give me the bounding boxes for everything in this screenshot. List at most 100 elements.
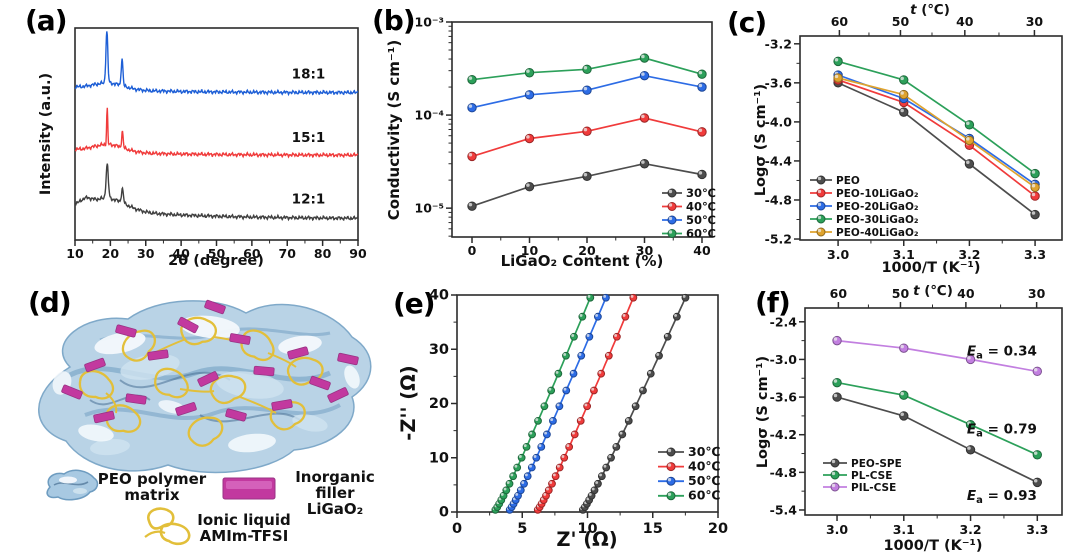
top-tick-label: 60 — [830, 286, 848, 301]
composite-electrolyte-illustration — [38, 299, 372, 546]
y-tick-label: -5.2 — [765, 232, 792, 247]
x-axis: 10 20 30 40 50 60 70 80 90 — [66, 240, 367, 261]
legend: 30℃40℃50℃60℃ — [658, 444, 721, 503]
arrhenius-activation-energy-chart: 3.0 3.1 3.2 3.3 -2.4 -3.0 -3.6 -4.2 -4.8 -5.4 60 50… — [755, 283, 1063, 554]
x-tick-label: 3.1 — [893, 522, 915, 537]
series-60℃ — [491, 293, 595, 514]
top-tick-label: 60 — [831, 14, 849, 29]
ionic-liquid-icon — [144, 507, 191, 546]
series-PEO-SPE — [832, 392, 1043, 488]
top-tick-label: 40 — [957, 286, 975, 301]
ionic-liquid-loop — [180, 316, 217, 346]
y-tick-label: -3.2 — [765, 36, 792, 51]
x-tick-label: 3.0 — [827, 247, 849, 262]
legend-label: PEO-20LiGaO₂ — [836, 201, 919, 213]
x-tick-label: 3.2 — [959, 522, 981, 537]
y-tick-label: 10 — [429, 450, 449, 466]
filler-particle — [253, 365, 275, 377]
filler-particle — [337, 352, 359, 366]
panel-label-d: (d) — [28, 286, 72, 319]
top-tick-label: 40 — [956, 14, 974, 29]
y-tick-label: 10⁻⁴ — [415, 108, 444, 123]
ionic-liquid-strand — [105, 392, 118, 414]
ionic-liquid-loop — [286, 356, 324, 386]
panel-label-e: (e) — [393, 287, 436, 320]
peo-blob-icon — [46, 469, 99, 501]
filler-particle — [327, 387, 349, 403]
x-tick-label: 10 — [521, 243, 539, 258]
x-tick-label: 3.1 — [893, 247, 915, 262]
y-tick-label: -3.0 — [770, 352, 798, 367]
ionic-liquid-loop — [209, 374, 247, 405]
x-tick-label: 40 — [172, 246, 190, 261]
legend-ionic-liquid-line1: Ionic liquid — [197, 511, 291, 529]
inorganic-filler-particles — [61, 299, 359, 424]
x-tick-label: 20 — [708, 521, 728, 537]
y-tick-label: 10⁻⁵ — [415, 201, 444, 216]
x-axis-title: 2θ (degree) — [168, 253, 264, 269]
filler-particle — [204, 299, 226, 315]
x-tick-label: 5 — [517, 521, 527, 537]
legend-label: PEO-10LiGaO₂ — [836, 188, 919, 200]
series-60℃ — [467, 53, 707, 85]
y-tick-label: -4.0 — [765, 114, 793, 129]
x-tick-label: 0 — [468, 243, 477, 258]
xrd-pattern-chart: 10 20 30 40 50 60 70 80 90 2θ (degree) Intensity (… — [38, 27, 367, 269]
y-axis-title: Logσ (S cm⁻¹) — [753, 84, 769, 196]
legend-label: 60℃ — [686, 226, 716, 240]
x-axis: 3.0 3.1 3.2 3.3 — [827, 240, 1046, 262]
activation-energy-annotation: Ea = 0.34 — [967, 343, 1037, 361]
y-axis-title: Logσ (S cm⁻¹) — [755, 356, 771, 468]
legend-peo-matrix-line1: PEO polymer — [97, 470, 207, 488]
y-tick-label: -4.8 — [765, 192, 792, 207]
x-tick-label: 90 — [349, 246, 367, 261]
series-15:1 — [74, 107, 359, 159]
series-label: 18:1 — [292, 67, 326, 83]
filler-particle — [271, 399, 293, 411]
y-tick-label: 10⁻³ — [415, 15, 444, 30]
plot-frame — [799, 35, 1063, 241]
inorganic-filler-icon — [222, 477, 276, 500]
x-tick-label: 40 — [693, 243, 711, 258]
legend-label: 50℃ — [688, 473, 721, 488]
x-tick-label: 3.2 — [958, 247, 980, 262]
x-axis-title: Z' (Ω) — [556, 528, 617, 551]
series-50℃ — [505, 293, 610, 514]
y-tick-label: -3.6 — [770, 390, 798, 405]
legend-label: PIL-CSE — [851, 482, 896, 494]
legend: PEOPEO-10LiGaO₂PEO-20LiGaO₂PEO-30LiGaO₂P… — [810, 175, 919, 239]
legend-label: 30℃ — [688, 444, 721, 459]
top-axis: 60 50 40 30 — [831, 14, 1043, 36]
series-label: 15:1 — [292, 130, 326, 146]
top-tick-label: 50 — [892, 286, 910, 301]
panel-label-f: (f) — [755, 286, 791, 319]
series-PL-CSE — [832, 377, 1043, 460]
nyquist-impedance-chart: 0 5 10 15 20 0 10 20 30 40 Z' (Ω) -Z'' (Ω) 30℃40℃50℃… — [397, 288, 728, 552]
y-axis-title: -Z'' (Ω) — [397, 365, 420, 440]
legend-inorganic-filler-line1: Inorganic filler — [295, 468, 375, 502]
ionic-liquid-loop — [78, 369, 115, 400]
series-label: 12:1 — [292, 192, 326, 208]
legend-label: 50℃ — [686, 213, 716, 227]
legend-peo-matrix-line2: matrix — [124, 486, 180, 504]
ionic-liquid-strand — [179, 388, 215, 393]
y-axis: -3.2 -3.6 -4.0 -4.4 -4.8 -5.2 — [765, 36, 800, 247]
x-tick-label: 30 — [636, 243, 654, 258]
filler-particle — [93, 410, 115, 424]
x-tick-label: 10 — [66, 246, 84, 261]
filler-particle — [225, 408, 247, 422]
series-PEO-30LiGaO₂ — [833, 56, 1040, 179]
x-axis: 0 10 20 30 40 — [468, 237, 711, 258]
legend-label: 40℃ — [686, 199, 716, 213]
filler-particle — [287, 346, 309, 360]
plot-frame — [804, 307, 1063, 516]
ionic-liquid-strand — [267, 352, 297, 368]
legend-inorganic-filler: Inorganic filler LiGaO₂ — [276, 469, 394, 517]
ionic-liquid-loop — [105, 404, 142, 433]
legend-label: 60℃ — [688, 488, 721, 503]
legend-label: 40℃ — [688, 458, 721, 473]
legend-label: 30℃ — [686, 186, 716, 200]
filler-particle — [115, 324, 137, 338]
y-tick-label: 40 — [429, 288, 449, 304]
